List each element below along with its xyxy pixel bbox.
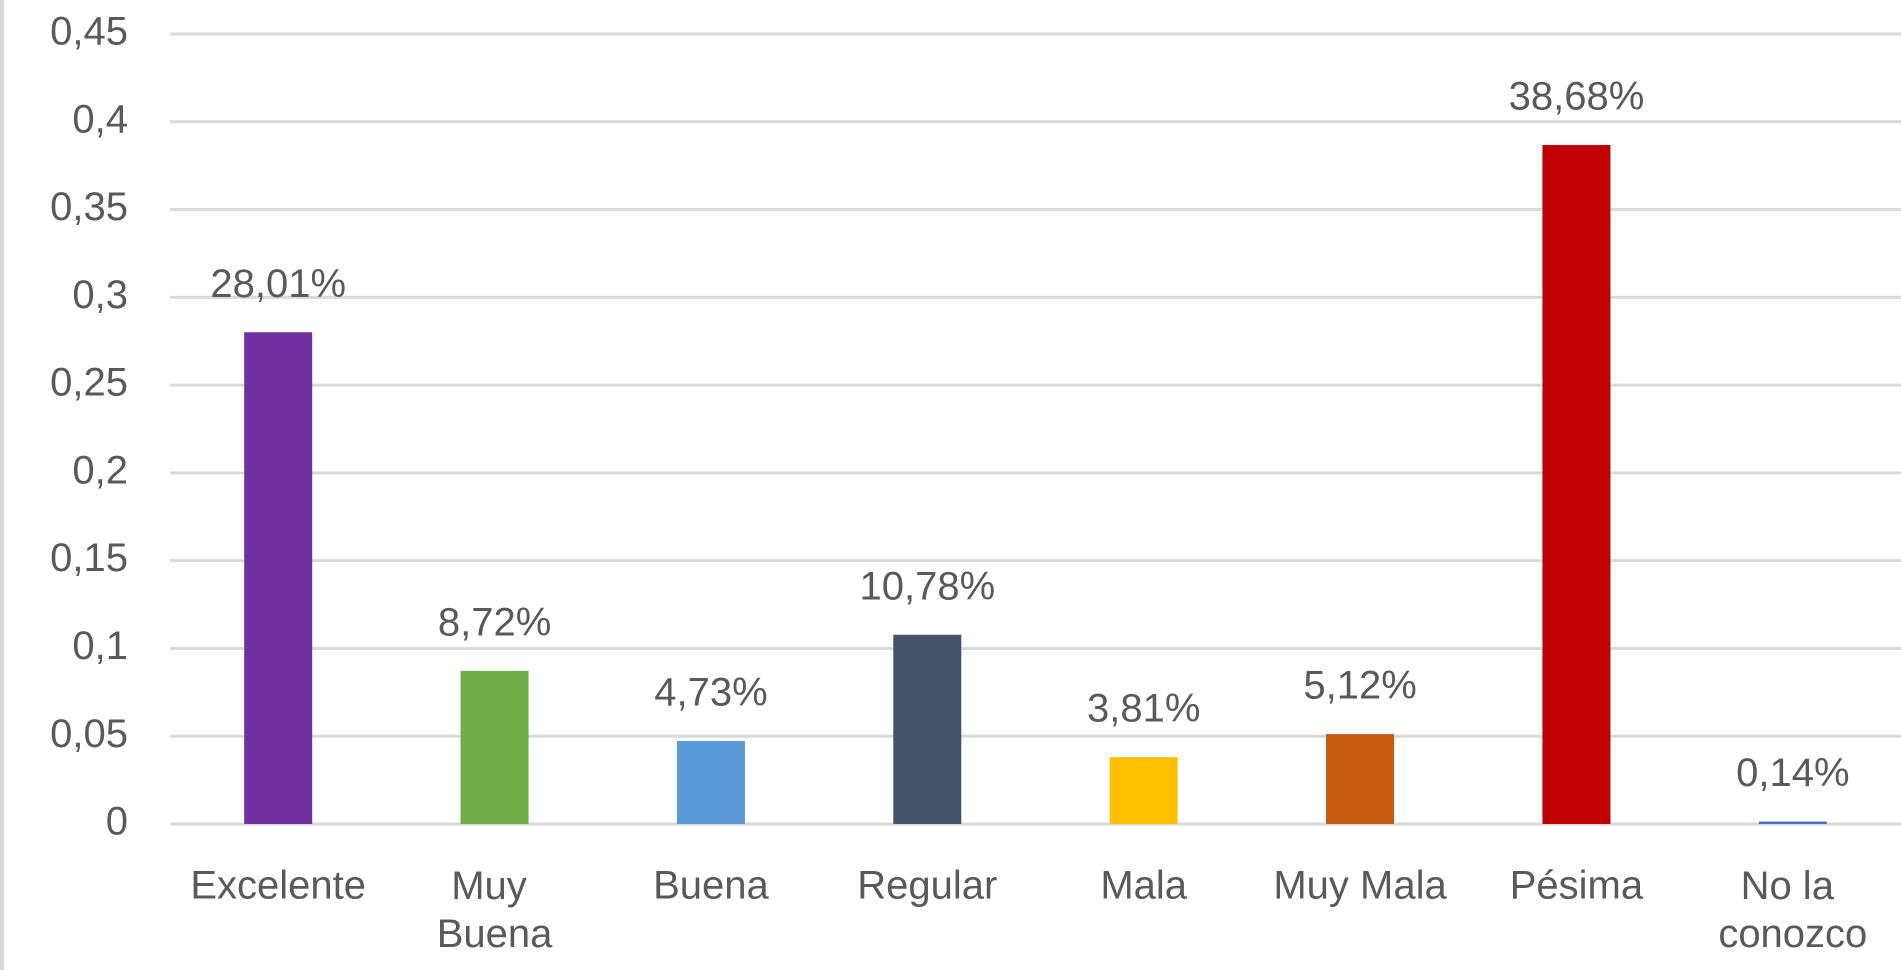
y-tick-label: 0,15	[50, 536, 128, 580]
data-label: 38,68%	[1509, 75, 1645, 119]
y-tick-label: 0,4	[72, 97, 128, 141]
bar	[893, 634, 962, 824]
data-label: 4,73%	[654, 671, 767, 715]
frame-edge	[0, 0, 4, 970]
x-tick-label: Muy Mala	[1273, 864, 1447, 908]
bar	[1542, 144, 1611, 824]
data-label: 8,72%	[438, 600, 551, 644]
y-tick-label: 0,25	[50, 361, 128, 405]
bar	[460, 670, 529, 824]
label-line: conozco	[1718, 912, 1867, 956]
data-label: 10,78%	[859, 564, 995, 608]
label-line: No la	[1741, 864, 1846, 908]
label-line: Muy	[451, 864, 538, 908]
bar	[1109, 757, 1178, 824]
bar	[1758, 821, 1827, 824]
data-label: 3,81%	[1087, 687, 1200, 731]
bar	[1326, 734, 1395, 824]
y-tick-label: 0,35	[50, 185, 128, 229]
y-tick-label: 0,05	[50, 712, 128, 756]
x-tick-label: Regular	[857, 864, 997, 908]
y-tick-label: 0	[106, 800, 128, 844]
x-tick-label: Muy Buena	[437, 864, 553, 956]
bar	[676, 740, 745, 824]
y-tick-label: 0,45	[50, 10, 128, 54]
bar	[244, 332, 313, 824]
y-tick-label: 0,2	[72, 448, 128, 492]
y-tick-label: 0,3	[72, 273, 128, 317]
x-tick-label: No la conozco	[1718, 864, 1867, 956]
data-label: 5,12%	[1303, 664, 1416, 708]
data-label: 0,14%	[1736, 751, 1849, 795]
x-tick-label: Excelente	[190, 864, 366, 908]
label-line: Buena	[437, 912, 553, 956]
x-tick-label: Mala	[1100, 864, 1187, 908]
x-tick-label: Buena	[653, 864, 769, 908]
data-label: 28,01%	[210, 262, 346, 306]
y-tick-label: 0,1	[72, 624, 128, 668]
x-tick-label: Pésima	[1510, 864, 1644, 908]
